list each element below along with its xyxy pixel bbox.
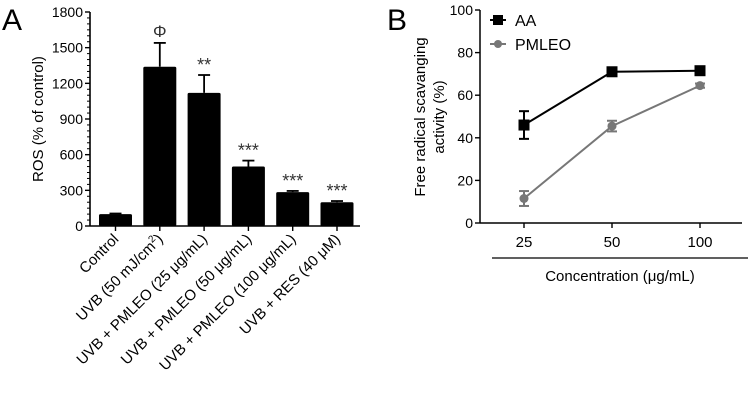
panel-b-plot: 0 20 40 60 80 100 25 50 100 AA PMLEO: [450, 2, 742, 251]
panel-label-b: B: [387, 4, 407, 37]
panel-b-y-tick-label: 80: [457, 45, 473, 61]
panel-a-bar: [320, 202, 354, 226]
panel-a-bar: [143, 66, 177, 226]
panel-b-y-tick-label: 40: [457, 130, 473, 146]
panel-b-legend-square-icon: [493, 15, 503, 25]
panel-a-y-tick-label: 300: [60, 182, 84, 198]
panel-a-bar: [187, 92, 221, 226]
panel-a-y-tick-label: 900: [60, 111, 84, 127]
panel-b-x-axis-label: Concentration (μg/mL): [545, 268, 695, 285]
panel-b-x-tick-label: 25: [516, 234, 533, 251]
panel-a-bar: [231, 166, 265, 226]
panel-b-legend-label: AA: [515, 13, 537, 30]
panel-b-y-axis-label: Free radical scavanging: [412, 37, 429, 196]
panel-label-a: A: [2, 4, 22, 37]
panel-b-data-point: [607, 121, 617, 131]
panel-b-data-point: [606, 66, 618, 78]
panel-a-y-tick-label: 1800: [52, 4, 83, 20]
panel-a-y-axis-label: ROS (% of control): [30, 56, 47, 182]
panel-a-significance-label: ***: [238, 141, 259, 161]
panel-b-y-axis-label-line2: activity (%): [431, 80, 448, 153]
panel-b-data-point: [695, 81, 705, 91]
panel-b-legend-label: PMLEO: [515, 37, 571, 54]
panel-a-significance-label: ***: [282, 171, 303, 191]
panel-a-bar: [99, 214, 132, 226]
panel-b-y-tick-label: 100: [450, 2, 474, 18]
panel-b-x-tick-label: 50: [604, 234, 621, 251]
panel-a-significance-label: ***: [326, 181, 347, 201]
panel-b-x-tick-label: 100: [687, 234, 712, 251]
panel-b-data-point: [694, 65, 706, 77]
panel-b-y-tick-label: 0: [465, 215, 473, 231]
panel-a-y-tick-label: 1200: [52, 75, 83, 91]
panel-a-significance-label: **: [197, 55, 211, 75]
panel-b-y-tick-label: 20: [457, 172, 473, 188]
panel-b-legend-circle-icon: [494, 40, 502, 48]
panel-b-data-point: [518, 119, 530, 131]
panel-a-significance-label: Φ: [153, 22, 167, 41]
panel-a-y-tick-label: 0: [75, 218, 83, 234]
panel-a-bar: [276, 192, 310, 226]
panel-b-series-line: [523, 84, 701, 200]
panel-b-data-point: [519, 194, 529, 204]
panel-a-y-tick-label: 600: [60, 147, 84, 163]
panel-b-y-tick-label: 60: [457, 87, 473, 103]
panel-a-y-tick-label: 1500: [52, 40, 83, 56]
